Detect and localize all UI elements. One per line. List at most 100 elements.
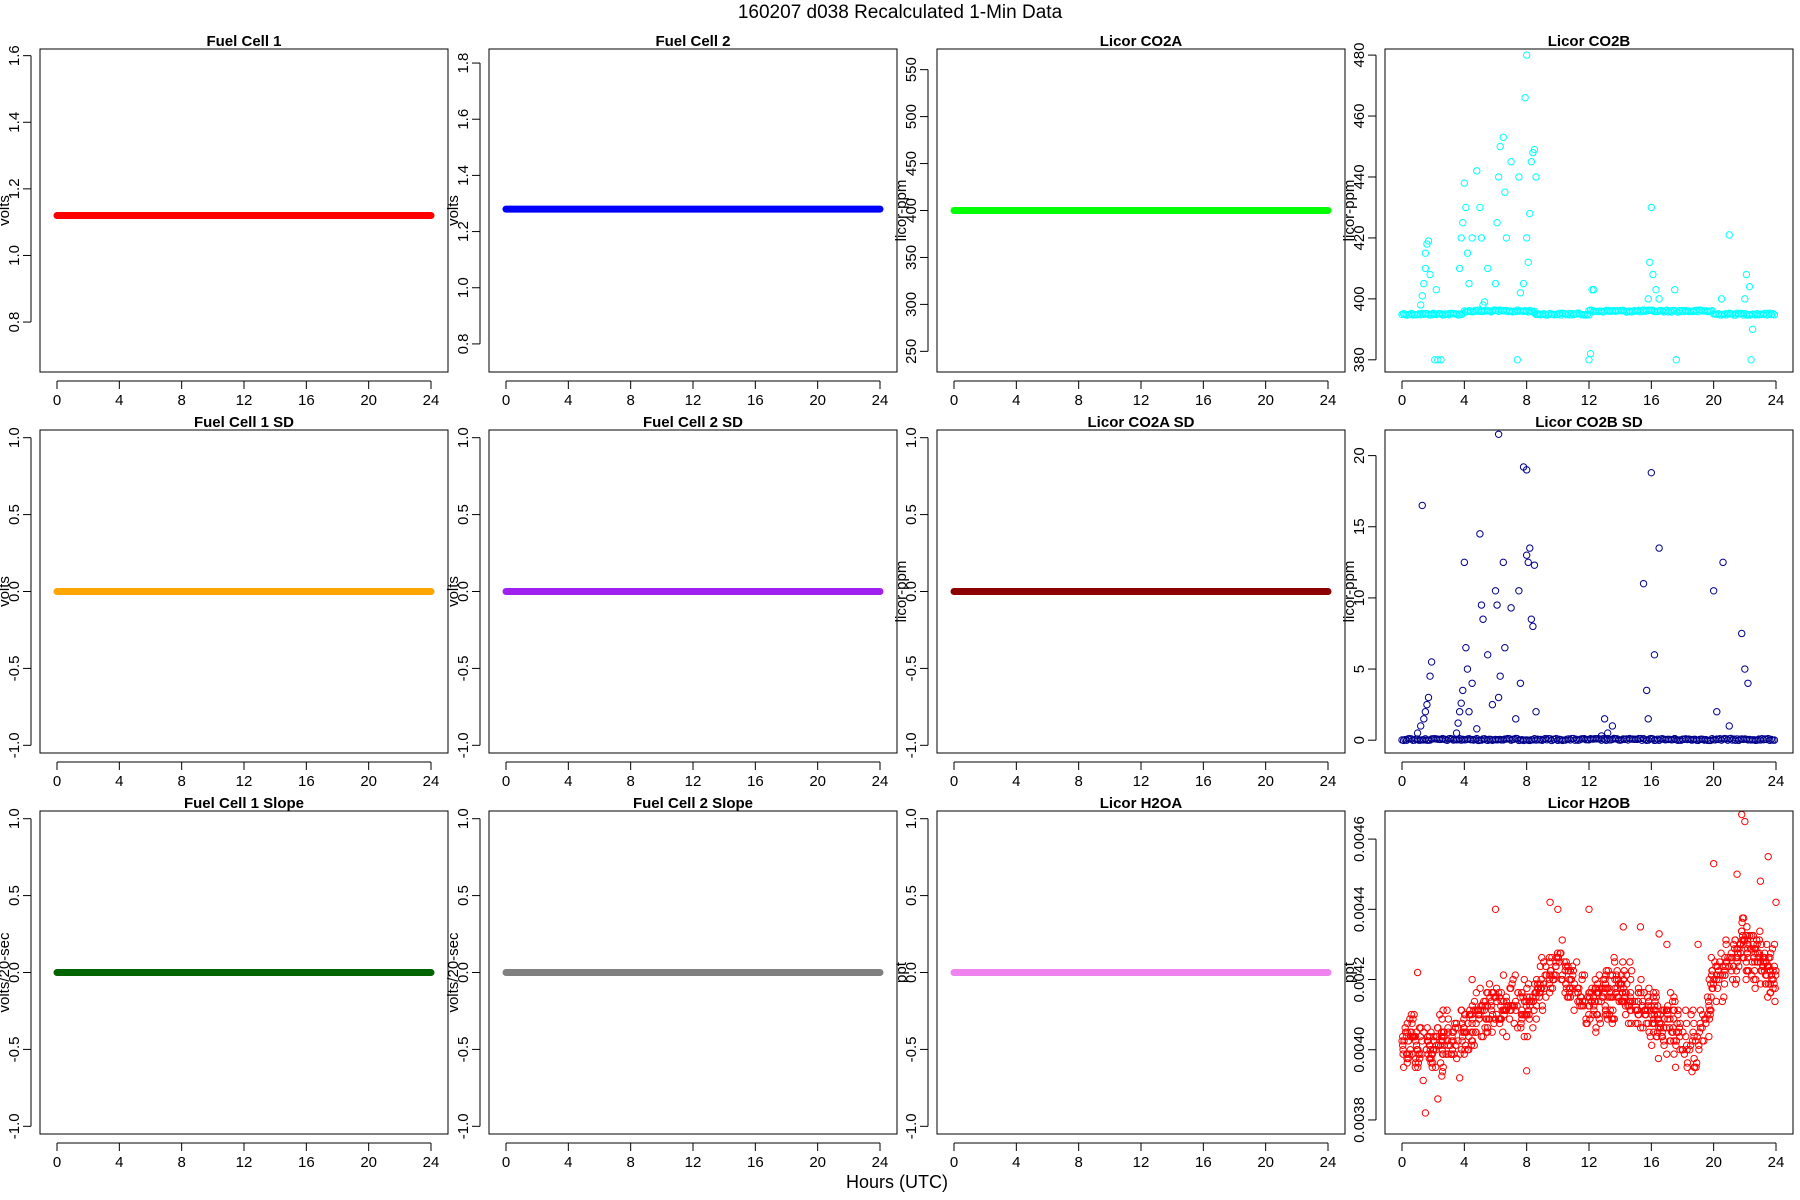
- data-point: [1586, 350, 1595, 358]
- trend-point: [1696, 1024, 1705, 1032]
- trend-point: [1739, 940, 1748, 949]
- data-point: [1745, 282, 1754, 291]
- trend-point: [1670, 1037, 1678, 1045]
- x-tick-label: 12: [1581, 392, 1598, 409]
- x-axis: 0 4 8 12 16 20 24: [502, 380, 888, 409]
- x-tick-label: 8: [177, 1154, 185, 1171]
- trend-point: [1517, 988, 1526, 997]
- data-point: [1455, 708, 1464, 716]
- x-tick-label: 8: [1522, 1154, 1530, 1171]
- baseline-point: [1769, 309, 1777, 318]
- trend-point: [1583, 1019, 1591, 1028]
- trend-point: [1526, 1002, 1534, 1010]
- trend-point: [1411, 1063, 1420, 1071]
- trend-point: [1399, 1032, 1407, 1041]
- trend-point: [1432, 1046, 1440, 1054]
- trend-point: [1593, 988, 1602, 997]
- trend-point: [1722, 940, 1730, 949]
- x-tick-label: 8: [1074, 1154, 1082, 1171]
- trend-point: [1610, 958, 1619, 966]
- trend-point: [1485, 980, 1494, 988]
- trend-point: [1670, 1006, 1678, 1014]
- trend-point: [1502, 997, 1511, 1006]
- trend-point: [1412, 1054, 1420, 1063]
- data-point: [1480, 298, 1489, 306]
- data-point: [1741, 665, 1749, 673]
- data-point: [1434, 356, 1442, 364]
- trend-point: [1444, 1028, 1452, 1036]
- trend-point: [1523, 984, 1531, 992]
- trend-point: [1634, 1019, 1642, 1028]
- x-tick-label: 16: [298, 1154, 315, 1171]
- y-tick-label: 350: [903, 245, 920, 270]
- baseline-point: [1454, 311, 1462, 319]
- trend-point: [1686, 1041, 1695, 1050]
- data-point: [1513, 356, 1522, 364]
- data-point: [1423, 700, 1431, 709]
- data-point: [1672, 356, 1680, 364]
- x-tick-label: 16: [1195, 773, 1212, 790]
- x-tick-label: 0: [1398, 773, 1406, 790]
- trend-point: [1538, 1006, 1547, 1014]
- y-tick-label: 400: [1351, 286, 1368, 311]
- trend-point: [1532, 988, 1540, 997]
- data-point: [1600, 715, 1609, 723]
- data-point: [1424, 693, 1433, 702]
- y-tick-label: 15: [1351, 518, 1368, 535]
- data-point: [1484, 264, 1492, 273]
- x-tick-label: 8: [626, 1154, 634, 1171]
- trend-point: [1601, 1010, 1610, 1019]
- trend-point: [1403, 1054, 1411, 1063]
- trend-point: [1693, 1032, 1701, 1041]
- trend-point: [1608, 971, 1617, 979]
- data-point: [1420, 279, 1428, 288]
- data-point: [1452, 729, 1461, 737]
- trend-point: [1745, 931, 1754, 940]
- trend-point: [1751, 958, 1759, 966]
- panel-10: Licor H2OA 0 4 8 12 16 20 24 -1.0 -0.5 0.0 0.5 1.0 pp…: [893, 795, 1346, 1171]
- trend-point: [1516, 993, 1524, 1001]
- trend-point: [1481, 1024, 1489, 1032]
- trend-point: [1770, 940, 1779, 949]
- trend-point: [1444, 1015, 1453, 1023]
- data-point: [1420, 715, 1428, 723]
- data-point: [1530, 145, 1539, 154]
- trend-point: [1470, 1006, 1478, 1014]
- plot-frame: [39, 810, 449, 1135]
- data-point: [1465, 279, 1473, 288]
- trend-point: [1660, 1041, 1668, 1050]
- trend-point: [1683, 1046, 1691, 1054]
- y-tick-label: 250: [903, 339, 920, 364]
- data-point: [1764, 852, 1772, 861]
- trend-point: [1570, 1006, 1578, 1014]
- plot-area: [1398, 430, 1779, 745]
- data-point: [1417, 722, 1425, 730]
- trend-point: [1514, 988, 1522, 997]
- data-point: [1432, 286, 1440, 294]
- y-tick-label: 0.8: [6, 312, 23, 333]
- trend-point: [1483, 1024, 1492, 1032]
- trend-point: [1690, 1063, 1698, 1071]
- trend-point: [1536, 962, 1545, 971]
- x-tick-label: 20: [1257, 1154, 1274, 1171]
- x-tick-label: 4: [115, 773, 123, 790]
- y-tick-label: 1.6: [455, 109, 472, 130]
- trend-point: [1601, 1006, 1610, 1014]
- x-tick-label: 0: [1398, 1154, 1406, 1171]
- y-axis-label: volts: [445, 576, 462, 607]
- trend-point: [1604, 993, 1612, 1001]
- data-point: [1417, 301, 1425, 309]
- trend-point: [1644, 993, 1652, 1001]
- trend-point: [1631, 997, 1639, 1006]
- trend-point: [1712, 975, 1721, 984]
- x-tick-label: 20: [809, 773, 826, 790]
- data-point: [1655, 544, 1663, 552]
- data-point: [1526, 544, 1534, 552]
- trend-point: [1444, 1041, 1452, 1050]
- trend-point: [1766, 949, 1775, 957]
- trend-point: [1505, 1015, 1514, 1023]
- data-point: [1747, 356, 1755, 364]
- data-point: [1477, 234, 1486, 242]
- trend-point: [1696, 1006, 1705, 1014]
- y-tick-label: 0.0046: [1351, 816, 1368, 862]
